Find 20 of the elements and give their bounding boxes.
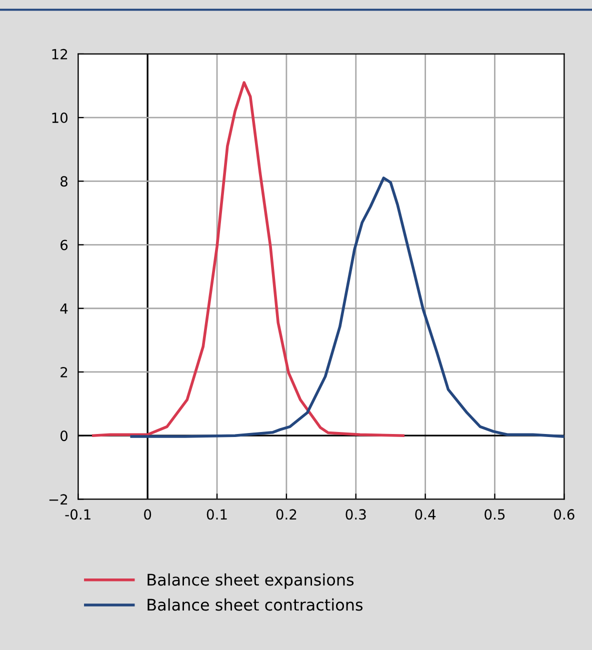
- x-tick-label: 0.5: [484, 509, 505, 520]
- x-tick-label: -0.1: [65, 509, 90, 520]
- x-tick-label: 0.3: [346, 509, 366, 520]
- line-series: [130, 176, 564, 438]
- x-tick-label: 0.6: [554, 509, 574, 520]
- y-tick-label: 2: [60, 366, 68, 378]
- legend-label: Balance sheet expansions: [148, 573, 354, 589]
- y-tick-label: 4: [60, 304, 68, 314]
- x-tick-label: 0.4: [415, 509, 436, 520]
- x-tick-label: 0: [144, 509, 152, 520]
- x-tick-label: 0.1: [206, 509, 227, 520]
- line-series: [92, 81, 404, 437]
- legend-label: Balance sheet contractions: [148, 598, 363, 611]
- y-tick-label: 8: [60, 176, 68, 187]
- y-tick-label: −2: [49, 494, 68, 504]
- y-tick-label: 10: [52, 112, 68, 124]
- y-tick-label: 12: [52, 48, 68, 60]
- x-tick-label: 0.2: [276, 509, 296, 520]
- y-tick-label: 6: [60, 240, 68, 250]
- y-tick-label: 0: [60, 430, 68, 442]
